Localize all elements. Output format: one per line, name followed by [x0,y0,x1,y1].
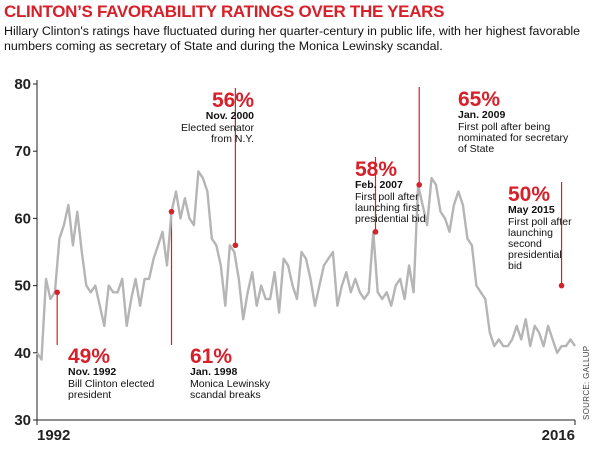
annotation-date: May 2015 [508,204,555,216]
annotation-description: launching [508,227,553,239]
annotation-date: Jan. 1998 [190,366,237,378]
annotation-point [54,289,60,296]
annotation-point [232,242,239,249]
chart-title: CLINTON’S FAVORABILITY RATINGS OVER THE … [4,2,445,21]
annotation-description: second [508,238,542,250]
annotation-value: 56% [212,89,254,112]
annotation-description: from N.Y. [211,133,254,145]
series-line-favorability [36,170,576,361]
y-tick-label: 70 [14,143,31,160]
annotation-date: Nov. 1992 [68,366,116,378]
annotation-point [416,182,423,188]
annotation-point [372,229,379,235]
annotation-value: 49% [68,345,110,368]
annotation-point [168,208,175,215]
annotation-description: nominated for secretary [458,132,569,144]
annotation-description: First poll after being [458,121,550,133]
annotation-description: president [68,389,111,401]
annotation-point [558,282,565,289]
chart-subtitle: Hillary Clinton's ratings have fluctuate… [4,24,581,53]
annotation-description: presidential bid [355,213,426,225]
annotation-value: 65% [458,88,500,111]
annotation-value: 58% [355,158,397,181]
annotation-date: Feb. 2007 [355,179,403,191]
y-tick-label: 80 [14,76,31,93]
y-tick-label: 30 [14,412,31,429]
y-tick-label: 40 [14,345,31,362]
annotation-description: launching first [355,202,420,214]
annotation-description: presidential [508,249,562,261]
source-label: SOURCE: GALLUP [582,346,591,420]
y-tick-label: 60 [14,210,31,227]
annotation-description: Monica Lewinsky [190,378,271,390]
annotation-value: 61% [190,345,232,368]
annotation-date: Jan. 2009 [458,109,505,121]
annotation-description: of State [458,143,494,155]
annotation-description: bid [508,260,522,272]
x-tick-label: 2016 [542,427,575,444]
annotation-date: Nov. 2000 [206,110,254,122]
annotation-description: scandal breaks [190,389,261,401]
annotation-description: Elected senator [181,122,254,134]
annotation-description: First poll after [508,216,572,228]
annotation-description: Bill Clinton elected [68,378,155,390]
annotation-description: First poll after [355,191,419,203]
y-tick-label: 50 [14,278,31,295]
x-tick-label: 1992 [37,427,70,444]
annotation-value: 50% [508,183,550,206]
